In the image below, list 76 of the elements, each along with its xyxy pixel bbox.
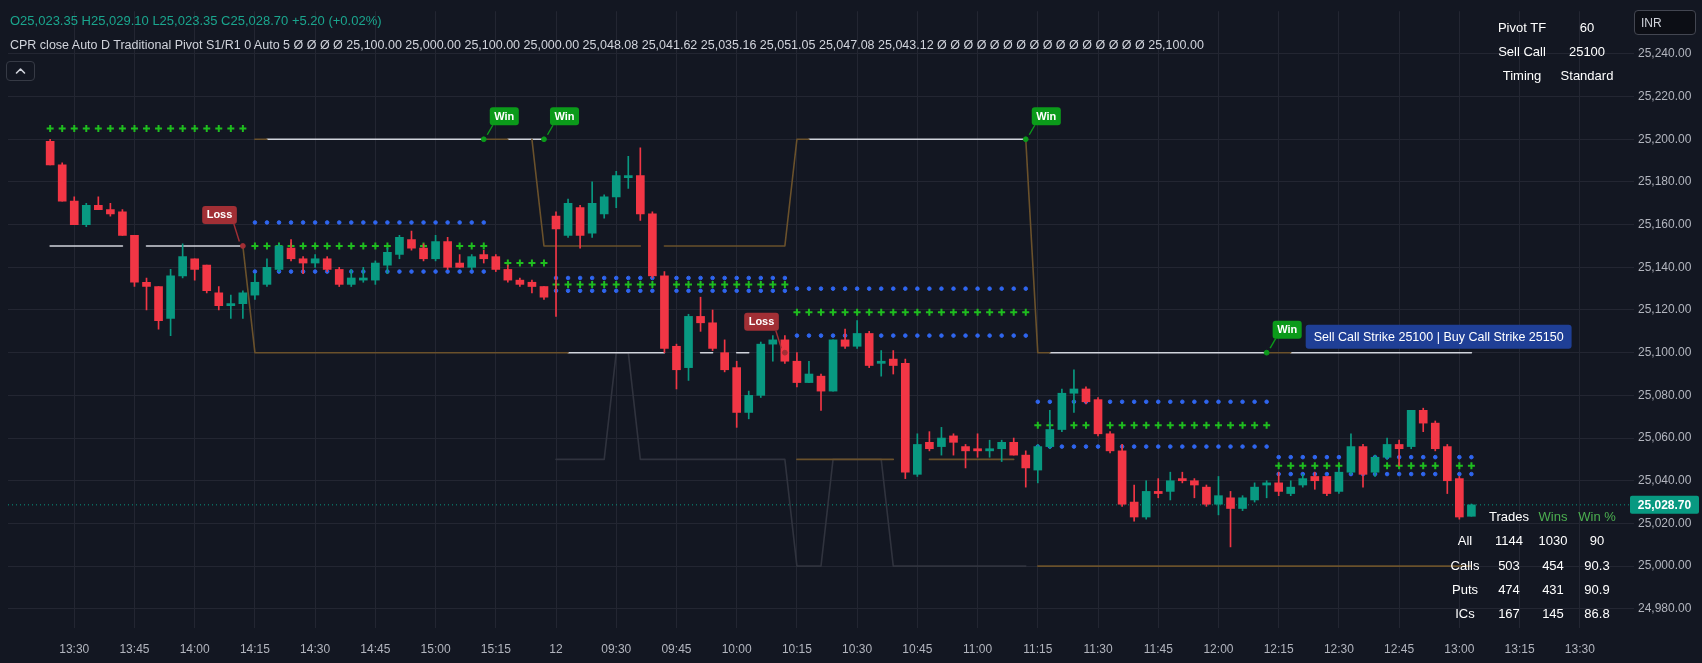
- y-tick-label: 25,160.00: [1638, 216, 1692, 231]
- y-tick-label: 25,240.00: [1638, 46, 1692, 61]
- x-tick-label: 10:00: [721, 641, 753, 656]
- data-label: 1144: [1495, 533, 1523, 549]
- y-tick-label: 25,040.00: [1638, 473, 1692, 488]
- annotation: 25100: [1568, 44, 1606, 59]
- y-tick-label: 25,060.00: [1638, 430, 1692, 445]
- y-tick-label: 25,100.00: [1638, 344, 1692, 359]
- y-tick-label: 25,220.00: [1638, 88, 1692, 103]
- x-tick-label: 12: [549, 641, 564, 656]
- x-tick-label: 11:45: [1143, 641, 1174, 656]
- x-tick-label: 14:15: [239, 641, 271, 656]
- x-tick-label: 12:45: [1384, 641, 1415, 656]
- x-tick-label: 14:30: [300, 641, 331, 656]
- x-tick-label: 12:15: [1263, 641, 1295, 656]
- x-tick-label: 10:15: [781, 641, 813, 656]
- x-tick-label: 10:45: [902, 641, 933, 656]
- data-label: 145: [1542, 606, 1564, 622]
- x-tick-label: 11:15: [1023, 641, 1053, 656]
- y-tick-label: 25,140.00: [1638, 259, 1692, 274]
- data-label: 1030: [1538, 533, 1568, 549]
- x-tick-label: 13:00: [1444, 641, 1475, 656]
- text: Puts: [1451, 581, 1478, 597]
- y-tick-label: 25,200.00: [1638, 131, 1692, 146]
- data-label: 431: [1542, 581, 1564, 597]
- y-tick-label: 25,120.00: [1638, 302, 1692, 317]
- data-label: 90.3: [1584, 557, 1610, 573]
- data-label: 503: [1498, 557, 1520, 573]
- text: CPR close Auto D Traditional Pivot S1/R1 0 Auto 5 Ø Ø Ø Ø 25,100.00 25,000.00 25,100.00 25,000.00 25,048.08 25,041.62 25,035.16 25,051.05 25,047.08 25,043.12 Ø Ø Ø Ø Ø Ø Ø Ø Ø Ø Ø Ø Ø Ø Ø Ø 25,100.00: [10, 38, 1204, 52]
- data-label: Loss: [748, 315, 775, 328]
- data-label: 454: [1542, 557, 1564, 573]
- x-tick-label: 13:15: [1504, 641, 1535, 656]
- x-tick-label: 09:30: [601, 641, 632, 656]
- annotation: Timing: [1502, 68, 1542, 83]
- y-tick-label: 25,020.00: [1638, 515, 1692, 530]
- y-tick-label: 25,000.00: [1638, 558, 1692, 573]
- x-tick-label: 12:30: [1323, 641, 1355, 656]
- x-tick-label: 13:30: [59, 641, 90, 656]
- data-label: 474: [1498, 581, 1520, 597]
- data-label: 86.8: [1584, 606, 1610, 622]
- data-label: Win: [1036, 109, 1057, 122]
- text: Calls: [1450, 557, 1480, 573]
- x-tick-label: 13:45: [119, 641, 150, 656]
- category-label: Win %: [1578, 509, 1616, 524]
- x-tick-label: 15:00: [420, 641, 451, 656]
- x-tick-label: 11:30: [1083, 641, 1113, 656]
- y-tick-label: 25,180.00: [1638, 174, 1692, 189]
- annotation: Sell Call: [1498, 44, 1546, 59]
- annotation: Standard: [1560, 68, 1614, 83]
- annotation: Sell Call Strike 25100 | Buy Call Strike 25150: [1313, 329, 1564, 344]
- data-label: 167: [1498, 606, 1520, 622]
- data-label: Win: [1277, 323, 1298, 336]
- y-tick-label: 25,080.00: [1638, 387, 1692, 402]
- annotation: Pivot TF: [1497, 20, 1547, 35]
- y-tick-label: 24,980.00: [1638, 601, 1692, 616]
- data-label: Loss: [206, 208, 233, 221]
- x-tick-label: 14:45: [360, 641, 391, 656]
- x-tick-label: 15:15: [480, 641, 512, 656]
- x-tick-label: 13:30: [1564, 641, 1596, 656]
- data-label: 90.9: [1584, 581, 1610, 597]
- x-tick-label: 10:30: [842, 641, 873, 656]
- y-axis-title: INR: [1641, 16, 1662, 30]
- data-label: Win: [494, 109, 515, 122]
- text: All: [1457, 533, 1473, 549]
- chart-title: O25,023.35 H25,029.10 L25,023.35 C25,028.70 +5.20 (+0.02%): [10, 13, 382, 28]
- category-label: Wins: [1538, 509, 1568, 524]
- x-tick-label: 14:00: [179, 641, 211, 656]
- x-tick-label: 11:00: [963, 641, 993, 656]
- annotation: 60: [1579, 20, 1595, 35]
- data-label: 90: [1589, 533, 1605, 549]
- x-tick-label: 09:45: [661, 641, 692, 656]
- data-label: Win: [554, 109, 575, 122]
- ref-line-label: 25,028.70: [1637, 497, 1692, 512]
- text: ICs: [1455, 606, 1475, 622]
- x-tick-label: 12:00: [1203, 641, 1234, 656]
- category-label: Trades: [1489, 509, 1529, 524]
